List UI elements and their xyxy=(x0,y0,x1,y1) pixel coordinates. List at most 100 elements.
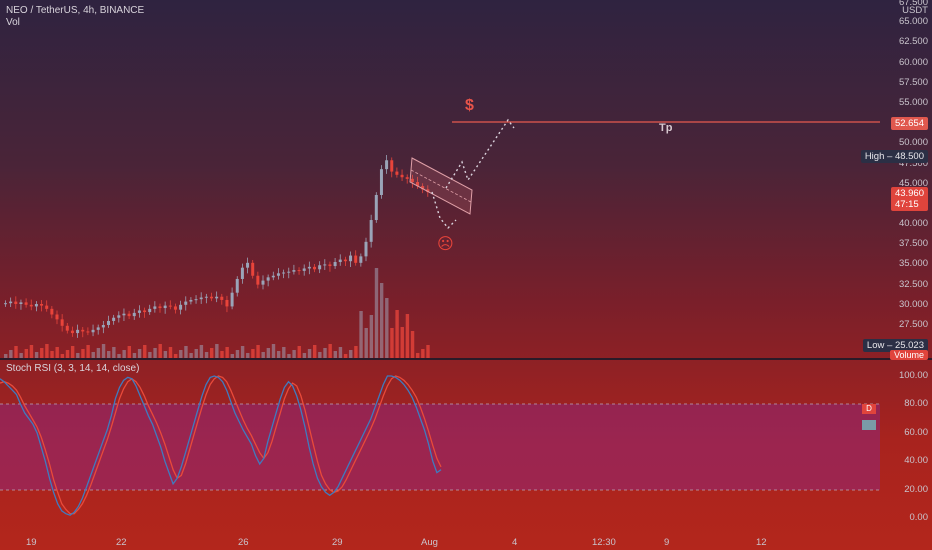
candle-body xyxy=(328,264,332,267)
volume-bar xyxy=(107,351,111,358)
candle-body xyxy=(137,310,141,313)
volume-bar xyxy=(199,345,204,358)
time-tick-label: 29 xyxy=(332,537,343,548)
volume-bar xyxy=(184,346,188,358)
low-label: Low xyxy=(866,340,885,351)
candle-body xyxy=(354,255,358,263)
symbol-legend[interactable]: NEO / TetherUS, 4h, BINANCE Vol xyxy=(6,5,144,29)
price-tick-label: 65.000 xyxy=(898,16,928,28)
volume-bar xyxy=(210,348,214,358)
price-tick-label: 35.000 xyxy=(898,258,928,270)
volume-bar xyxy=(19,353,23,358)
volume-legend[interactable]: Vol xyxy=(6,17,20,28)
candle-body xyxy=(4,303,7,305)
volume-bar xyxy=(410,331,415,358)
volume-bar xyxy=(50,351,54,358)
volume-bar xyxy=(117,354,121,358)
tp-annotation[interactable]: Tp xyxy=(659,122,673,134)
candle-body xyxy=(127,313,131,317)
candle-body xyxy=(19,302,23,305)
volume-bar xyxy=(338,347,343,358)
candle-body xyxy=(359,256,363,263)
volume-bar xyxy=(246,353,250,358)
stoch-rsi-pane[interactable] xyxy=(0,360,932,536)
last-price-tag: 43.960 47:15 xyxy=(890,187,928,211)
candle-body xyxy=(261,280,265,285)
volume-bar xyxy=(55,347,59,358)
volume-bar xyxy=(282,347,286,358)
candle-body xyxy=(230,292,234,307)
candle-body xyxy=(405,177,409,179)
volume-bar xyxy=(153,348,157,358)
stoch-rsi-title[interactable]: Stoch RSI (3, 3, 14, 14, close) xyxy=(6,363,140,374)
sad-face-icon[interactable]: ☹ xyxy=(437,236,454,253)
price-tick-label: 60.000 xyxy=(898,56,928,68)
volume-bar xyxy=(45,344,49,358)
candle-body xyxy=(45,305,49,309)
candle-body xyxy=(369,220,373,242)
candle-body xyxy=(70,330,74,334)
descending-channel-drawing[interactable] xyxy=(409,157,473,215)
candle-body xyxy=(40,304,44,306)
volume-bar xyxy=(276,351,281,358)
volume-bar xyxy=(225,347,229,358)
rsi-axis[interactable]: 100.00 80.00 60.00 40.00 20.00 0.00 xyxy=(880,360,932,536)
volume-bar xyxy=(230,354,234,358)
bullish-projection-path[interactable] xyxy=(445,118,515,189)
candle-body xyxy=(302,268,306,271)
time-axis[interactable]: 19 22 26 29 Aug 4 12:30 9 12 xyxy=(0,536,932,550)
candle-body xyxy=(215,296,219,299)
volume-bar xyxy=(173,354,178,358)
volume-bar xyxy=(148,352,152,358)
price-tick-label: 45.000 xyxy=(898,177,928,189)
time-tick-label: 12 xyxy=(756,537,767,548)
volume-bar xyxy=(96,348,101,358)
symbol-title[interactable]: NEO / TetherUS, 4h, BINANCE xyxy=(6,5,145,16)
volume-bar xyxy=(354,346,358,358)
candle-body xyxy=(276,273,280,276)
candle-body xyxy=(235,278,239,293)
candle-body xyxy=(91,329,95,333)
price-chart-pane[interactable] xyxy=(0,0,932,360)
rsi-tick-label: 40.00 xyxy=(904,455,928,467)
volume-bar xyxy=(379,283,384,358)
candle-body xyxy=(107,320,110,325)
price-tick-label: 47.500 xyxy=(898,157,928,169)
candle-body xyxy=(400,174,404,178)
volume-bar xyxy=(168,347,173,358)
candle-body xyxy=(426,189,430,193)
rsi-d-tag: D xyxy=(862,404,876,414)
price-axis[interactable]: USDT 67.500 65.000 62.500 60.000 57.500 55.00… xyxy=(880,0,932,358)
volume-bar xyxy=(313,345,317,358)
rsi-tick-label: 20.00 xyxy=(904,483,928,495)
candle-body xyxy=(256,275,260,285)
stoch-rsi-legend[interactable]: Stoch RSI (3, 3, 14, 14, close) xyxy=(6,363,139,375)
candle-body xyxy=(168,305,172,307)
candle-body xyxy=(184,301,188,305)
volume-tag: Volume xyxy=(889,350,928,360)
dollar-annotation[interactable]: $ xyxy=(465,97,474,114)
rsi-tick-label: 0.00 xyxy=(909,512,929,523)
volume-bar xyxy=(421,349,425,358)
volume-bar xyxy=(359,311,363,358)
volume-bar xyxy=(307,349,312,358)
volume-bars xyxy=(4,268,430,358)
currency-label: USDT xyxy=(902,5,928,16)
volume-bar xyxy=(9,350,13,358)
time-tick-label: 9 xyxy=(664,537,670,548)
candle-body xyxy=(364,241,368,257)
bearish-projection-path[interactable] xyxy=(431,191,457,230)
candle-body xyxy=(318,265,322,270)
volume-bar xyxy=(65,350,70,358)
candle-body xyxy=(374,194,378,221)
volume-bar xyxy=(297,346,301,358)
candle-body xyxy=(148,308,152,313)
volume-bar xyxy=(76,353,80,358)
volume-bar xyxy=(81,349,85,358)
candle-body xyxy=(343,259,347,262)
volume-bar xyxy=(143,345,147,358)
candle-body xyxy=(81,329,85,332)
volume-bar xyxy=(240,346,245,358)
rsi-lines xyxy=(0,375,442,516)
candle-body xyxy=(210,296,213,299)
